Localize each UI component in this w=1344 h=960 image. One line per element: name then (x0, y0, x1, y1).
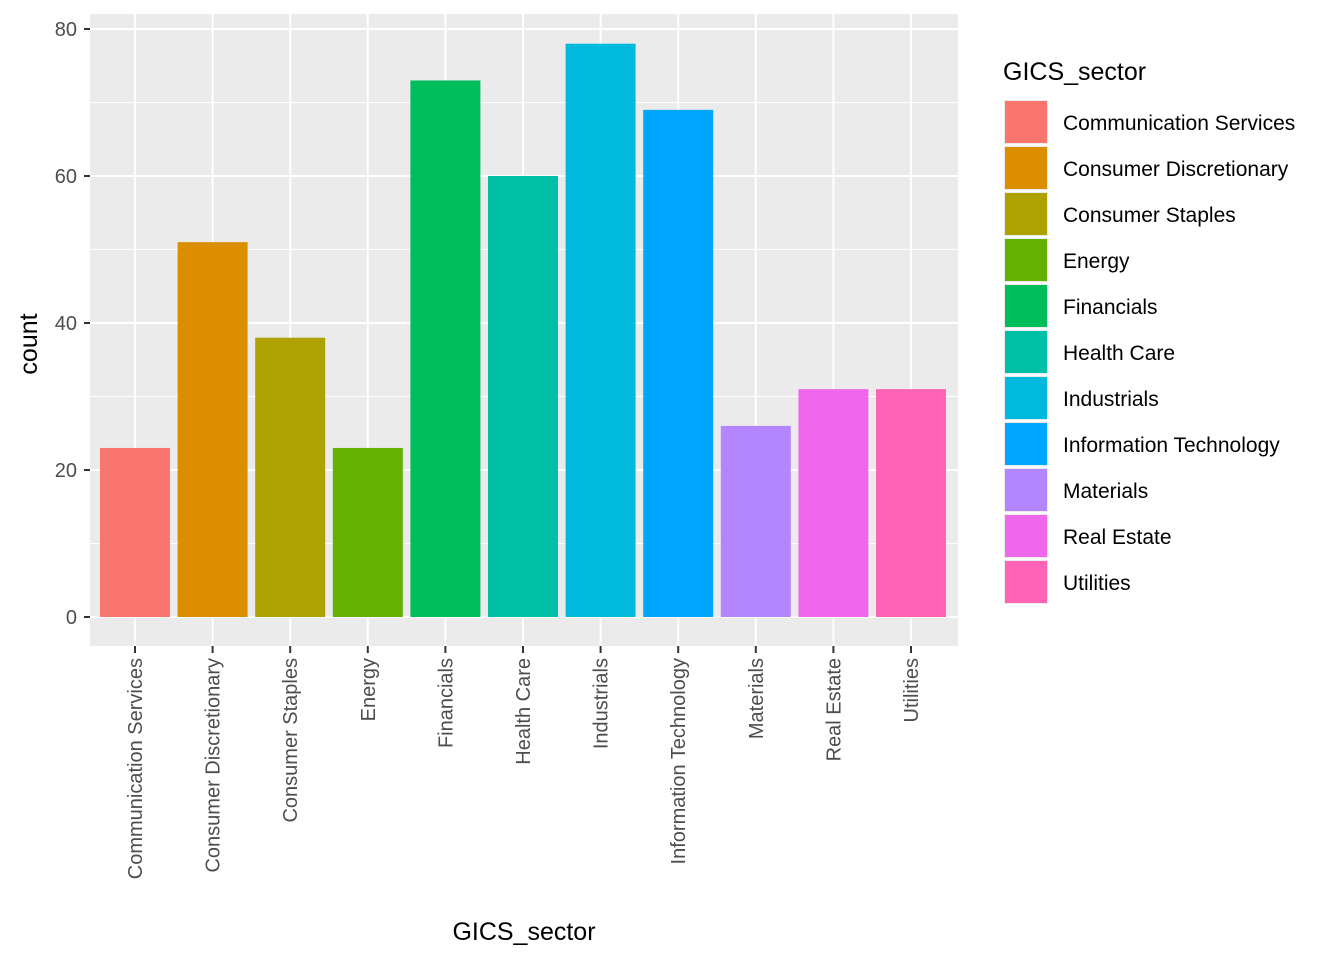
legend-swatch (1005, 331, 1047, 373)
legend-title: GICS_sector (1003, 58, 1146, 86)
x-tick-label: Health Care (513, 658, 535, 765)
y-tick-label: 80 (55, 19, 77, 41)
legend-label: Communication Services (1063, 112, 1295, 135)
bar (643, 109, 714, 617)
legend-label: Financials (1063, 296, 1158, 319)
legend-label: Real Estate (1063, 526, 1172, 549)
legend-label: Energy (1063, 250, 1130, 273)
legend-label: Materials (1063, 480, 1148, 503)
legend-items: Communication Services Consumer Discretio… (1004, 100, 1295, 604)
legend-swatch (1005, 469, 1047, 511)
legend-label: Consumer Discretionary (1063, 158, 1289, 181)
y-axis: 0 20 40 60 80 (55, 19, 90, 629)
x-axis-title: GICS_sector (452, 918, 595, 946)
y-axis-title: count (15, 313, 43, 374)
legend: GICS_sector Communication Services Consum… (1003, 58, 1295, 604)
bar (100, 447, 170, 617)
bar (177, 242, 248, 617)
y-tick-label: 0 (66, 607, 77, 629)
legend-swatch (1005, 377, 1047, 419)
legend-swatch (1005, 239, 1047, 281)
x-tick-label: Utilities (901, 658, 923, 722)
legend-label: Industrials (1063, 388, 1159, 411)
legend-label: Health Care (1063, 342, 1175, 365)
bar (332, 447, 403, 617)
bar (876, 389, 946, 617)
legend-swatch (1005, 561, 1047, 603)
bars (100, 43, 946, 617)
legend-swatch (1005, 285, 1047, 327)
x-tick-label: Communication Services (125, 658, 147, 879)
x-tick-label: Materials (746, 658, 768, 739)
x-tick-label: Energy (358, 658, 380, 721)
legend-label: Consumer Staples (1063, 204, 1236, 227)
x-axis: Communication Services Consumer Discretio… (125, 646, 923, 879)
bar (565, 43, 636, 617)
y-tick-label: 60 (55, 166, 77, 188)
bar (798, 389, 869, 617)
y-tick-label: 40 (55, 313, 77, 335)
bar (410, 80, 481, 617)
legend-label: Information Technology (1063, 434, 1280, 457)
bar (720, 425, 791, 617)
legend-label: Utilities (1063, 572, 1131, 595)
bar (488, 176, 558, 617)
legend-swatch (1005, 193, 1047, 235)
x-tick-label: Real Estate (823, 658, 845, 761)
legend-swatch (1005, 101, 1047, 143)
x-tick-label: Industrials (591, 658, 613, 749)
legend-swatch (1005, 423, 1047, 465)
legend-swatch (1005, 515, 1047, 557)
legend-swatch (1005, 147, 1047, 189)
x-tick-label: Financials (435, 658, 457, 748)
x-tick-label: Consumer Discretionary (203, 658, 225, 873)
y-tick-label: 20 (55, 460, 77, 482)
x-tick-label: Consumer Staples (280, 658, 302, 823)
bar (255, 337, 326, 617)
x-tick-label: Information Technology (668, 658, 690, 864)
